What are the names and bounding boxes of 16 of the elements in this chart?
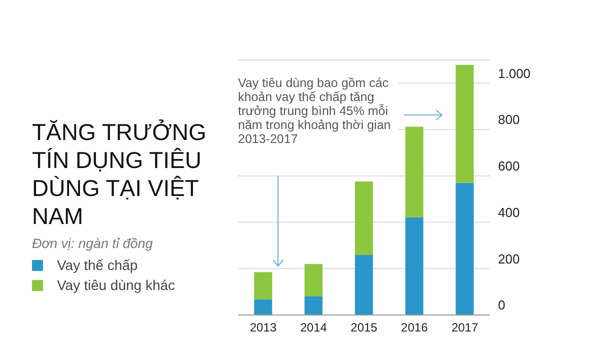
y-tick-label: 1.000 (498, 66, 531, 81)
text: Đơn vị: ngàn tỉ đồng (32, 236, 154, 251)
y-tick-label: 0 (498, 298, 506, 313)
legend-label: Vay tiêu dùng khác (56, 277, 176, 293)
y-tick-label: 600 (498, 158, 520, 174)
text: TĂNG TRƯỞNG TÍN DỤNG TIÊU DÙNG TẠI VIỆT NAM (32, 118, 208, 230)
x-tick-label: 2017 (451, 320, 478, 335)
legend-label: Vay thế chấp (56, 257, 139, 273)
x-tick-label: 2016 (401, 320, 428, 335)
x-tick-label: 2015 (350, 320, 378, 335)
x-tick-label: 2014 (300, 320, 328, 335)
y-tick-label: 800 (498, 112, 520, 128)
y-tick-label: 400 (498, 204, 520, 220)
y-tick-label: 200 (498, 251, 520, 266)
x-tick-label: 2013 (250, 320, 277, 335)
annotation: Vay tiêu dùng bao gồm các khoản vay thế chấp tăng trưởng trung bình 45% mỗi năm trong khoảng thời gian 2013-2017 (238, 76, 398, 146)
